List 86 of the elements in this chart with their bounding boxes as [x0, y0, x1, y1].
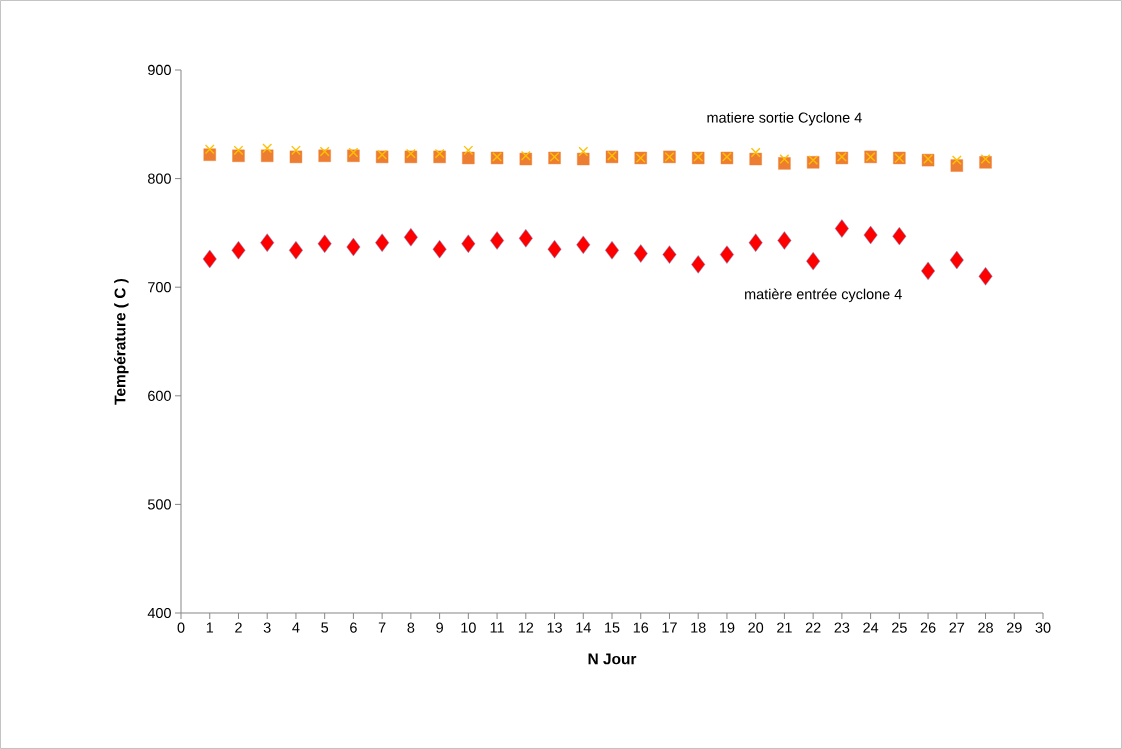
y-axis-title: Température ( C ): [114, 278, 129, 405]
x-axis-title: N Jour: [588, 653, 637, 665]
x-tick-label: 10: [461, 622, 476, 633]
x-tick-label: 29: [1006, 622, 1022, 633]
point: [806, 251, 821, 271]
point: [261, 149, 274, 162]
x-tick-label: 15: [605, 622, 620, 633]
x-tick-label: 28: [978, 622, 993, 633]
point: [748, 233, 763, 252]
point: [662, 245, 677, 264]
point: [834, 219, 849, 238]
x-tick-label: 8: [407, 622, 415, 633]
y-tick-label: 800: [148, 173, 171, 184]
series-label: matière entrée cyclone 4: [745, 288, 902, 303]
point: [518, 229, 533, 248]
x-tick-label: 9: [436, 622, 443, 633]
point: [892, 226, 907, 246]
x-tick-label: 20: [748, 622, 764, 633]
point: [319, 146, 330, 157]
x-tick-label: 16: [633, 622, 649, 633]
point: [202, 249, 217, 269]
x-tick-label: 22: [805, 622, 821, 633]
y-tick-label: 900: [148, 64, 171, 76]
point: [719, 245, 734, 264]
series-label: matiere sortie Cyclone 4: [707, 112, 862, 126]
point: [203, 148, 216, 161]
x-tick-label: 2: [235, 622, 242, 633]
point: [547, 239, 562, 259]
point: [980, 154, 991, 164]
x-tick-label: 5: [321, 622, 329, 633]
point: [978, 267, 993, 286]
x-tick-label: 4: [292, 622, 300, 633]
y-tick-label: 400: [147, 607, 171, 619]
point: [375, 233, 390, 252]
point: [951, 155, 962, 166]
point: [346, 237, 361, 257]
x-tick-label: 1: [206, 622, 214, 633]
point: [204, 144, 215, 155]
x-tick-label: 26: [920, 622, 936, 633]
point: [461, 234, 476, 253]
x-tick-label: 7: [378, 622, 386, 633]
x-tick-label: 0: [177, 622, 185, 633]
point: [750, 147, 761, 158]
point: [577, 152, 590, 166]
x-tick-label: 6: [350, 622, 357, 633]
x-tick-label: 3: [263, 622, 271, 633]
y-tick-label: 600: [148, 390, 171, 401]
x-tick-label: 21: [777, 622, 792, 633]
x-tick-label: 13: [547, 622, 562, 633]
point: [633, 244, 648, 263]
point: [403, 228, 418, 247]
point: [490, 231, 505, 250]
point: [233, 145, 244, 156]
x-tick-label: 18: [691, 622, 706, 633]
point: [576, 235, 591, 255]
x-tick-label: 19: [720, 622, 735, 633]
point: [605, 241, 619, 260]
point: [463, 145, 474, 156]
x-tick-label: 24: [863, 622, 879, 633]
point: [348, 147, 359, 158]
point: [462, 151, 475, 165]
point: [231, 241, 246, 260]
point: [777, 231, 792, 250]
x-tick-label: 23: [834, 622, 850, 633]
point: [779, 154, 790, 164]
x-tick-label: 30: [1035, 622, 1051, 633]
y-tick-label: 700: [148, 282, 171, 293]
point: [863, 225, 878, 245]
point: [578, 146, 589, 157]
point: [949, 250, 964, 270]
x-tick-label: 25: [892, 622, 907, 633]
x-tick-label: 11: [490, 622, 504, 633]
point: [262, 143, 273, 154]
point: [291, 145, 301, 156]
point: [317, 234, 332, 253]
x-tick-label: 27: [949, 622, 965, 633]
x-tick-label: 12: [518, 622, 534, 633]
point: [260, 233, 275, 252]
point: [288, 241, 303, 260]
point: [432, 239, 447, 259]
x-tick-label: 14: [576, 622, 591, 633]
point: [289, 150, 303, 164]
point: [691, 255, 706, 274]
x-tick-label: 17: [662, 622, 677, 633]
y-tick-label: 500: [147, 499, 171, 510]
point: [921, 261, 936, 281]
